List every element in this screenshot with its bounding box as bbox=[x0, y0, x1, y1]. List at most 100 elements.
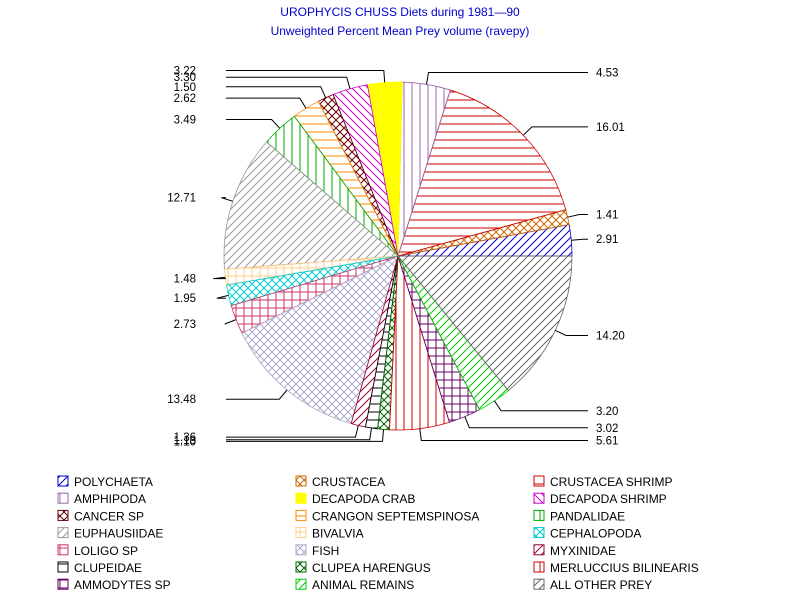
legend-swatch bbox=[57, 475, 69, 487]
legend-swatch bbox=[295, 509, 307, 521]
legend-item: CEPHALOPODA bbox=[533, 527, 641, 541]
leader-line bbox=[226, 119, 281, 129]
data-label: 3.20 bbox=[596, 406, 618, 418]
legend-item: AMMODYTES SP bbox=[57, 578, 171, 592]
legend-item: PANDALIDAE bbox=[533, 509, 625, 523]
data-label: 2.62 bbox=[174, 93, 196, 105]
chart-title: UROPHYCIS CHUSS Diets during 1981—90 bbox=[280, 5, 520, 19]
legend-label: CLUPEIDAE bbox=[74, 561, 142, 575]
legend-swatch bbox=[533, 578, 545, 590]
legend-item: BIVALVIA bbox=[295, 527, 364, 541]
legend-item: POLYCHAETA bbox=[57, 475, 153, 489]
legend-swatch bbox=[533, 475, 545, 487]
legend-label: AMMODYTES SP bbox=[74, 578, 171, 592]
data-label: 1.48 bbox=[174, 274, 196, 286]
legend-item: DECAPODA CRAB bbox=[295, 492, 415, 506]
leader-line bbox=[226, 425, 359, 438]
legend-swatch bbox=[57, 492, 69, 504]
legend-item: CRUSTACEA bbox=[295, 475, 385, 489]
data-label: 2.91 bbox=[596, 234, 618, 246]
data-label: 1.50 bbox=[174, 82, 196, 94]
legend-swatch bbox=[295, 527, 307, 539]
pie-slice-all-other-prey bbox=[397, 255, 573, 392]
data-label: 5.61 bbox=[596, 436, 618, 448]
data-label: 3.22 bbox=[174, 66, 196, 78]
data-label: 1.13 bbox=[174, 435, 196, 447]
data-label: 1.95 bbox=[174, 293, 196, 305]
data-label: 3.49 bbox=[174, 115, 196, 127]
data-label: 13.48 bbox=[167, 394, 196, 406]
data-label: 3.30 bbox=[174, 72, 196, 84]
legend-swatch bbox=[533, 509, 545, 521]
legend-label: AMPHIPODA bbox=[74, 492, 146, 506]
legend-swatch bbox=[57, 527, 69, 539]
legend-swatch bbox=[295, 492, 307, 504]
legend-item: CLUPEIDAE bbox=[57, 561, 142, 575]
legend-swatch bbox=[533, 492, 545, 504]
legend-swatch bbox=[533, 527, 545, 539]
pie-slice-crustacea-shrimp bbox=[397, 89, 567, 257]
legend-label: EUPHAUSIIDAE bbox=[74, 527, 163, 541]
data-label: 4.53 bbox=[596, 68, 618, 80]
leader-line bbox=[555, 329, 588, 336]
legend-swatch bbox=[57, 561, 69, 573]
legend-item: ALL OTHER PREY bbox=[533, 578, 652, 592]
leader-line bbox=[493, 400, 588, 412]
leader-line bbox=[464, 416, 588, 429]
data-label: 12.71 bbox=[167, 193, 196, 205]
data-label: 1.41 bbox=[596, 210, 618, 222]
data-label: 16.01 bbox=[596, 122, 625, 134]
legend-item: AMPHIPODA bbox=[57, 492, 146, 506]
leader-line bbox=[571, 238, 588, 241]
chart-subtitle: Unweighted Percent Mean Prey volume (rav… bbox=[271, 24, 530, 38]
pie-labels: 2.91 1.41 16.01 4.53 3.223.301.502.62 3.49 12.… bbox=[167, 66, 625, 449]
legend-item: DECAPODA SHRIMP bbox=[533, 492, 667, 506]
legend-label: CANCER SP bbox=[74, 509, 144, 523]
legend-item: EUPHAUSIIDAE bbox=[57, 527, 163, 541]
pie-slices bbox=[223, 81, 573, 431]
legend-label: DECAPODA CRAB bbox=[312, 492, 415, 506]
leader-line bbox=[216, 294, 229, 299]
data-label: 1.10 bbox=[174, 436, 196, 448]
legend-label: ANIMAL REMAINS bbox=[312, 578, 414, 592]
data-label: 2.73 bbox=[174, 319, 196, 331]
leader-line bbox=[567, 214, 588, 218]
legend-item: CRANGON SEPTEMSPINOSA bbox=[295, 509, 479, 523]
leader-line bbox=[226, 70, 386, 83]
leader-line bbox=[226, 76, 351, 89]
legend-label: CRUSTACEA bbox=[312, 475, 385, 489]
leader-line bbox=[224, 319, 237, 325]
leader-line bbox=[221, 197, 233, 202]
leader-line bbox=[226, 97, 307, 109]
legend-swatch bbox=[295, 544, 307, 556]
legend-item: ANIMAL REMAINS bbox=[295, 578, 414, 592]
legend-swatch bbox=[57, 509, 69, 521]
legend-label: LOLIGO SP bbox=[74, 544, 138, 558]
legend-label: FISH bbox=[312, 544, 339, 558]
legend-label: CLUPEA HARENGUS bbox=[312, 561, 431, 575]
pie-slice-euphausiidae bbox=[223, 141, 399, 270]
legend-swatch bbox=[57, 578, 69, 590]
leader-line bbox=[226, 86, 327, 99]
legend: POLYCHAETA CRUSTACEA CRUSTACEA SHRIMP AMPHI… bbox=[57, 475, 699, 592]
data-label: 1.36 bbox=[174, 432, 196, 444]
legend-label: CRANGON SEPTEMSPINOSA bbox=[312, 509, 479, 523]
leader-line bbox=[419, 428, 588, 441]
legend-swatch bbox=[57, 544, 69, 556]
legend-item: CLUPEA HARENGUS bbox=[295, 561, 431, 575]
legend-swatch bbox=[295, 578, 307, 590]
leader-line bbox=[226, 389, 288, 400]
legend-item: LOLIGO SP bbox=[57, 544, 138, 558]
legend-label: CRUSTACEA SHRIMP bbox=[550, 475, 672, 489]
legend-label: BIVALVIA bbox=[312, 527, 364, 541]
legend-swatch bbox=[295, 475, 307, 487]
legend-label: POLYCHAETA bbox=[74, 475, 153, 489]
legend-item: CANCER SP bbox=[57, 509, 144, 523]
legend-label: MYXINIDAE bbox=[550, 544, 616, 558]
data-label: 14.20 bbox=[596, 331, 625, 343]
legend-label: PANDALIDAE bbox=[550, 509, 625, 523]
legend-label: DECAPODA SHRIMP bbox=[550, 492, 667, 506]
data-label: 3.02 bbox=[596, 423, 618, 435]
leader-line bbox=[522, 126, 588, 136]
